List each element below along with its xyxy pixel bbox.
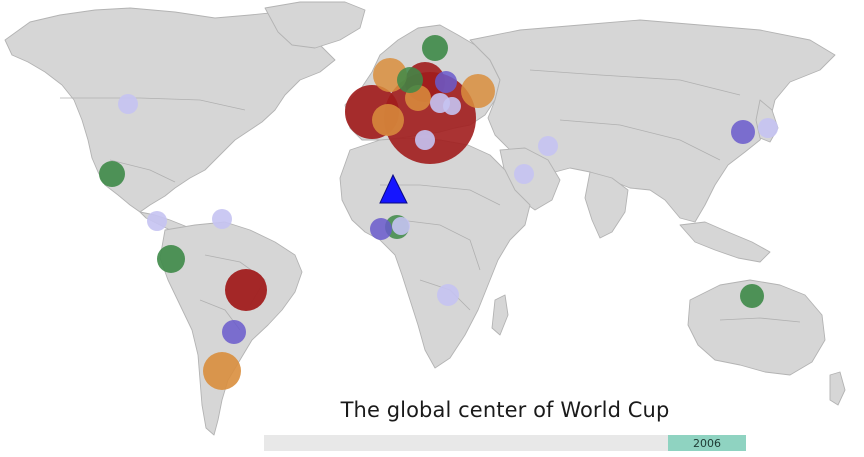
bubble-orange bbox=[461, 74, 495, 108]
timeline-year-handle[interactable]: 2006 bbox=[668, 435, 746, 451]
bubble-purple bbox=[222, 320, 246, 344]
bubble-light-purple bbox=[415, 130, 435, 150]
country-borders bbox=[60, 69, 801, 331]
bubble-light-purple bbox=[437, 284, 459, 306]
bubble-light-purple bbox=[212, 209, 232, 229]
bubble-light-purple bbox=[147, 211, 167, 231]
bubble-light-purple bbox=[118, 94, 138, 114]
bubble-green bbox=[157, 245, 185, 273]
bubble-green bbox=[99, 161, 125, 187]
bubble-orange bbox=[372, 104, 404, 136]
indian-subcontinent bbox=[584, 171, 629, 239]
bubble-light-purple bbox=[392, 217, 410, 235]
australia bbox=[687, 279, 826, 376]
bubble-dark-red bbox=[225, 269, 267, 311]
southeast-asia bbox=[679, 221, 771, 263]
bubble-green bbox=[397, 67, 423, 93]
bubble-purple bbox=[435, 71, 457, 93]
timeline-track[interactable]: 2006 bbox=[264, 435, 746, 451]
center-of-gravity-triangle bbox=[379, 173, 408, 204]
new-zealand bbox=[829, 371, 846, 406]
greenland bbox=[264, 1, 366, 49]
bubble-light-purple bbox=[538, 136, 558, 156]
north-america bbox=[4, 7, 336, 213]
madagascar bbox=[491, 294, 509, 336]
bubble-light-purple bbox=[443, 97, 461, 115]
bubble-purple bbox=[731, 120, 755, 144]
bubble-light-purple bbox=[758, 118, 778, 138]
map-title: The global center of World Cup bbox=[340, 398, 670, 422]
bubble-purple bbox=[370, 218, 392, 240]
asia bbox=[469, 19, 836, 223]
bubble-green bbox=[422, 35, 448, 61]
bubble-light-purple bbox=[514, 164, 534, 184]
bubble-orange bbox=[203, 352, 241, 390]
bubble-green bbox=[740, 284, 764, 308]
world-cup-bubbles bbox=[99, 35, 778, 390]
africa bbox=[339, 137, 531, 369]
